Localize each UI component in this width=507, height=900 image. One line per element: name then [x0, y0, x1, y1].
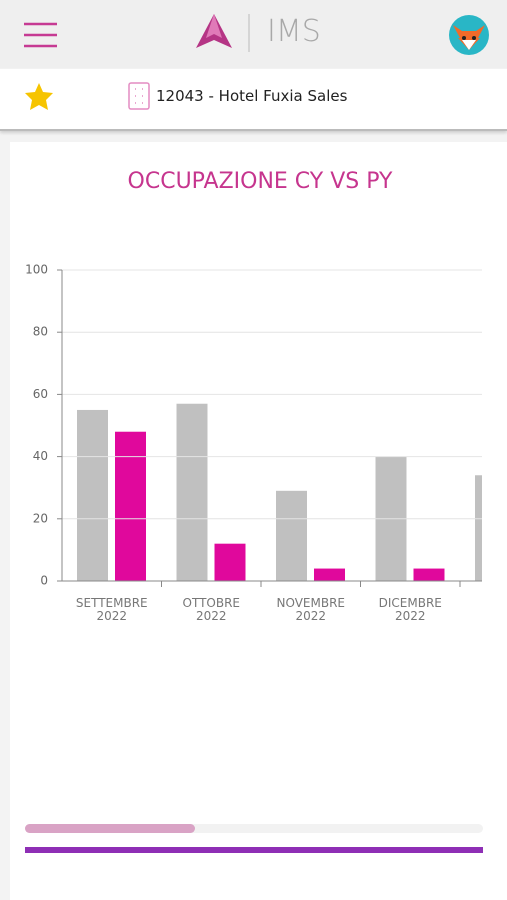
bar	[115, 431, 146, 581]
y-tick-label: 60	[33, 387, 48, 401]
bar	[176, 403, 208, 581]
bottom-bar	[25, 847, 483, 853]
top-bar: IMS	[0, 0, 507, 68]
favorite-star[interactable]	[25, 83, 53, 110]
building-icon	[128, 82, 150, 110]
hotel-icons	[25, 82, 150, 110]
x-tick-label: SETTEMBRE 2022	[76, 596, 148, 623]
top-icons	[24, 14, 489, 55]
x-tick-label: NOVEMBRE 2022	[276, 596, 345, 623]
y-tick-label: 80	[33, 325, 48, 339]
y-tick-label: 40	[33, 449, 48, 463]
scroll-thumb[interactable]	[25, 824, 195, 833]
bar	[413, 568, 445, 581]
x-tick-label: DICEMBRE 2022	[379, 596, 442, 623]
plot-area: SETTEMBRE 2022 OTTOBRE 2022 NOVEMBRE 2022 DICE…	[76, 403, 482, 623]
chart-title: OCCUPAZIONE CY VS PY	[128, 169, 393, 194]
hotel-bar	[0, 69, 507, 131]
logo	[196, 14, 250, 52]
bar	[77, 409, 108, 581]
y-tick-label: 100	[25, 263, 48, 277]
hotel-name[interactable]: 12043 - Hotel Fuxia Sales	[156, 87, 348, 105]
bar	[475, 475, 482, 581]
brand-name: IMS	[267, 14, 321, 49]
y-tick-label: 20	[33, 511, 48, 525]
y-tick-label: 0	[40, 574, 48, 588]
avatar[interactable]	[449, 15, 489, 55]
bar	[214, 543, 246, 581]
menu-button[interactable]	[24, 22, 57, 48]
bar	[314, 568, 345, 581]
x-tick-label: OTTOBRE 2022	[183, 596, 241, 623]
bar	[276, 490, 307, 581]
